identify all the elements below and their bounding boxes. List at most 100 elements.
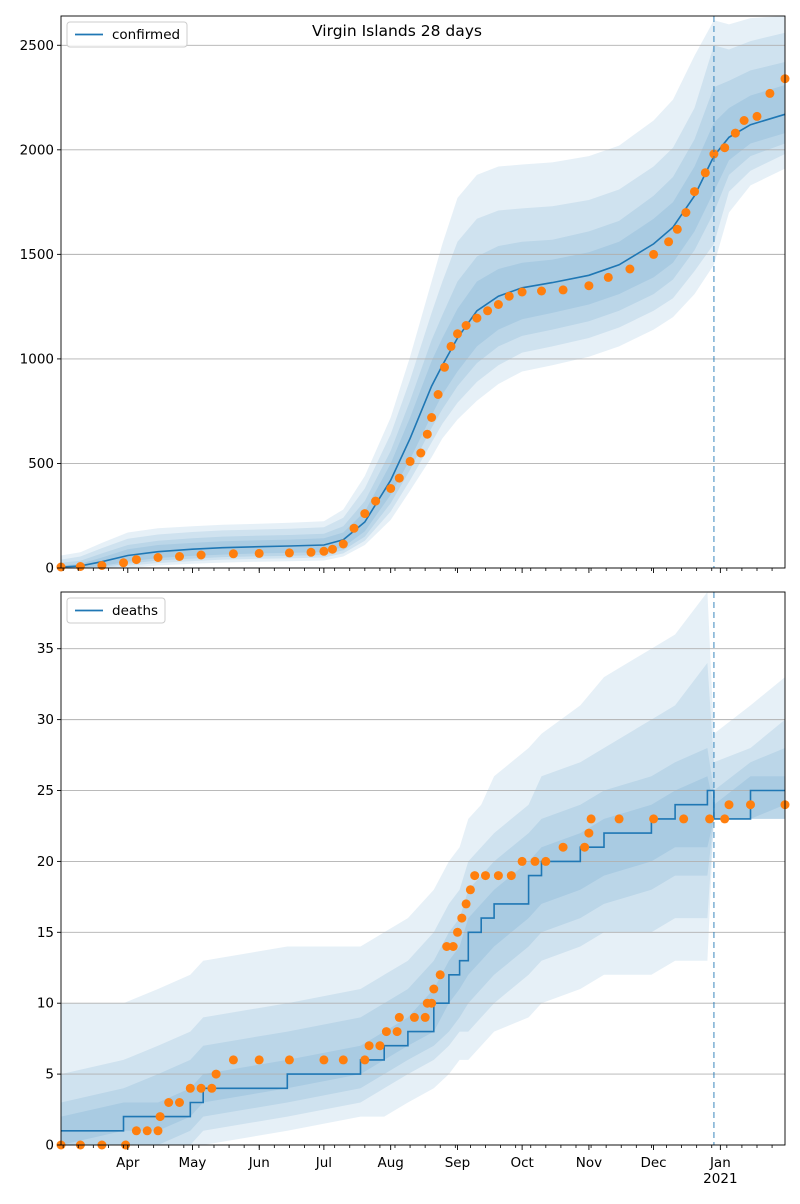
confirmed-x-ticks [62,568,773,573]
deaths-axes-frame [60,591,786,1146]
observed-point [153,1126,163,1136]
observed-point [586,814,596,824]
deaths-gridlines [61,648,785,1146]
observed-point [461,899,471,909]
observed-point [435,970,445,980]
observed-point [375,1041,385,1051]
observed-point [457,913,467,923]
observed-point [446,341,456,351]
x-year-label: 2021 [703,1171,737,1187]
observed-point [481,871,490,881]
observed-point [649,814,659,824]
observed-point [360,1055,370,1065]
deaths-panel: 0 5 10 15 20 25 30 35 Apr May Jun Jul Aug Sep Oct Nov D… [37,591,790,1187]
observed-point [185,1083,195,1093]
observed-point [422,429,432,439]
observed-point [360,509,370,519]
observed-point [709,149,719,159]
observed-point [254,548,264,558]
x-tick-label: Nov [576,1155,602,1171]
observed-point [625,264,635,274]
observed-point [541,856,551,866]
confirmed-model-line [60,113,786,568]
observed-point [739,116,749,125]
observed-point [427,998,437,1008]
observed-point [493,300,503,309]
observed-point [319,546,329,556]
observed-point [394,473,404,483]
x-tick-label: Apr [116,1155,140,1171]
deaths-x-ticks: Apr May Jun Jul Aug Sep Oct Nov Dec Jan [62,1145,773,1171]
observed-point [472,313,482,323]
observed-point [394,1012,404,1022]
observed-point [364,1041,374,1051]
observed-point [493,871,503,881]
confirmed-panel: 0 500 1000 1500 2000 2500 Virgin Islands 28 d… [20,15,790,577]
uncertainty-band-4 [61,16,785,568]
observed-point [584,281,594,291]
observed-point [440,362,449,372]
observed-point [131,555,141,565]
observed-point [371,496,381,506]
observed-point [306,547,316,557]
confirmed-bands [61,16,785,568]
y-tick-label: 500 [28,456,54,472]
observed-point [470,871,480,881]
observed-point [420,1012,430,1022]
y-tick-label: 0 [45,561,54,577]
observed-point [517,287,527,297]
confirmed-legend-label: confirmed [112,27,180,43]
observed-point [453,329,462,339]
x-tick-label: Jun [248,1155,270,1171]
observed-point [537,286,546,296]
uncertainty-band-1 [61,85,785,568]
observed-point [752,111,762,121]
observed-point [530,856,540,866]
observed-point [672,224,682,234]
observed-point [405,456,415,466]
observed-point [338,1055,348,1065]
observed-point [558,842,568,852]
observed-point [155,1112,165,1122]
deaths-legend: deaths [66,597,166,624]
y-tick-label: 1000 [20,351,54,367]
observed-point [131,1126,141,1136]
observed-point [705,814,715,824]
x-tick-label: Jan [709,1155,731,1171]
observed-point [392,1027,402,1037]
observed-point [409,1012,419,1022]
observed-point [319,1055,329,1065]
uncertainty-band-3 [61,662,785,1145]
observed-point [338,539,348,549]
observed-point [720,814,730,824]
observed-point [649,249,659,259]
observed-point [328,544,337,554]
observed-point [730,128,740,138]
observed-point [386,484,396,493]
y-tick-label: 30 [37,712,54,728]
observed-point [207,1083,217,1093]
observed-point [196,550,206,560]
chart-title: Virgin Islands 28 days [312,22,482,40]
confirmed-legend-box [66,21,188,48]
x-tick-label: Jul [315,1155,332,1171]
x-tick-label: May [178,1155,206,1171]
observed-point [506,871,516,881]
deaths-legend-box [66,597,166,624]
observed-point [349,523,359,533]
observed-point [175,552,184,561]
observed-point [175,1098,184,1107]
observed-point [584,828,594,838]
observed-point [720,143,730,153]
observed-point [453,927,462,937]
observed-point [429,984,439,994]
observed-point [142,1126,152,1136]
observed-point [427,413,437,422]
observed-point [558,285,568,295]
x-tick-label: Sep [445,1155,470,1171]
observed-point [483,306,493,316]
observed-point [433,390,443,399]
uncertainty-band-2 [61,62,785,568]
y-tick-label: 35 [37,641,54,657]
uncertainty-band-1 [61,776,785,1145]
